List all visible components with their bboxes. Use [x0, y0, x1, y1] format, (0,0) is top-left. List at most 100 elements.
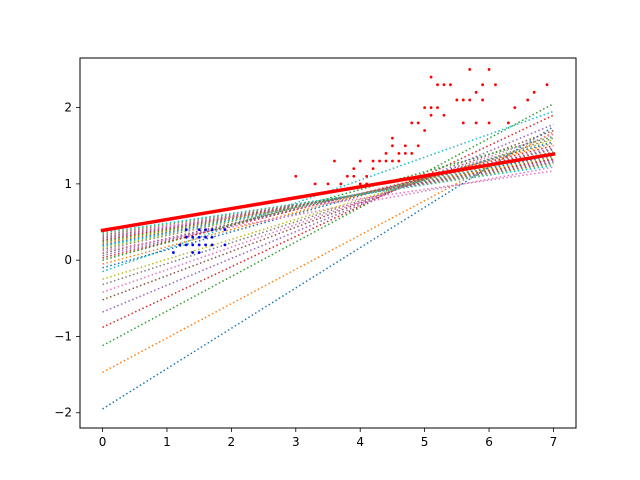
fit-line-19 — [102, 152, 554, 249]
scatter-point-s2-18 — [391, 159, 394, 163]
scatter-point-s2-41 — [461, 98, 465, 102]
scatter-point-s1-18 — [210, 228, 214, 232]
scatter-point-s2-31 — [429, 113, 433, 117]
scatter-point-s2-36 — [442, 113, 446, 117]
scatter-point-s2-54 — [532, 90, 536, 94]
y-tick-label-2: 0 — [64, 253, 72, 267]
scatter-point-s2-2 — [313, 182, 317, 186]
axes-background — [80, 58, 576, 428]
scatter-point-s2-37 — [442, 83, 446, 87]
scatter-point-s1-19 — [223, 243, 227, 247]
scatter-point-s1-6 — [191, 251, 195, 254]
scatter-point-s2-33 — [429, 75, 433, 79]
fit-line-20 — [102, 154, 554, 248]
y-tick-label-1: −1 — [54, 329, 72, 343]
fit-lines — [102, 103, 554, 410]
axes-frame — [79, 57, 577, 429]
plot-area — [79, 57, 577, 429]
fit-line-17 — [102, 166, 554, 252]
scatter-point-s1-9 — [197, 251, 201, 254]
scatter-point-s2-10 — [358, 159, 362, 163]
x-tick-label-5: 5 — [421, 435, 429, 449]
scatter-point-s2-49 — [487, 68, 491, 71]
scatter-point-s2-8 — [352, 167, 356, 171]
scatter-point-s2-48 — [487, 121, 491, 125]
scatter-point-s2-5 — [339, 182, 343, 186]
scatter-point-s2-35 — [436, 83, 439, 87]
scatter-point-s2-39 — [455, 98, 459, 102]
scatter-point-s2-7 — [352, 174, 356, 178]
fit-line-29 — [102, 164, 554, 235]
x-tick-label-4: 4 — [356, 435, 364, 449]
scatter-point-s2-44 — [474, 121, 478, 125]
scatter-point-s1-13 — [204, 243, 208, 247]
scatter-point-s2-28 — [416, 144, 420, 148]
scatter-point-s2-12 — [365, 174, 369, 178]
scatter-point-s2-3 — [326, 182, 330, 186]
best-fit-line — [100, 152, 556, 233]
scatter-point-s1-4 — [184, 235, 188, 239]
scatter-point-s2-47 — [481, 83, 484, 87]
scatter-point-s1-5 — [184, 228, 188, 232]
scatter-point-s1-2 — [178, 243, 182, 247]
scatter-point-s2-6 — [345, 174, 349, 178]
scatter-point-s2-13 — [371, 167, 375, 171]
best-line-layer — [100, 152, 556, 233]
fit-line-3 — [102, 103, 554, 347]
fit-line-14 — [102, 145, 554, 259]
scatter-point-s1-17 — [210, 235, 214, 239]
scatter-point-s2-23 — [403, 151, 407, 155]
scatter-point-s2-14 — [371, 159, 375, 163]
scatter-point-s2-17 — [384, 151, 388, 155]
scatter-point-s2-32 — [429, 106, 433, 109]
scatter-point-s2-29 — [423, 129, 427, 132]
scatter-point-s2-27 — [416, 121, 420, 125]
scatter-point-s1-11 — [197, 235, 201, 239]
scatter-point-s1-10 — [197, 243, 201, 247]
scatter-point-s2-26 — [410, 121, 414, 125]
scatter-point-s1-20 — [223, 228, 227, 232]
scatter-point-s2-11 — [365, 182, 369, 186]
scatter-point-s2-19 — [391, 144, 394, 148]
fit-line-5 — [102, 123, 554, 313]
y-axis: −2 −1 0 1 2 — [54, 101, 80, 420]
fit-line-6 — [102, 129, 554, 301]
x-tick-label-1: 1 — [163, 435, 171, 449]
scatter-point-s1-8 — [191, 235, 195, 239]
y-tick-label-4: 2 — [64, 101, 72, 115]
scatter-point-s2-16 — [384, 159, 388, 163]
scatter-point-s2-20 — [391, 136, 394, 140]
scatter-point-s2-15 — [378, 159, 381, 163]
scatter-point-s2-1 — [294, 174, 298, 178]
fit-line-1 — [102, 126, 554, 410]
fit-line-4 — [102, 114, 554, 328]
scatter-point-s1-12 — [197, 228, 201, 232]
scatter-point-s2-9 — [358, 182, 362, 186]
scatter-point-s1-3 — [184, 243, 188, 247]
fit-line-16 — [102, 148, 554, 255]
scatter-point-s1-16 — [210, 243, 214, 247]
x-tick-label-3: 3 — [292, 435, 300, 449]
fit-line-8 — [102, 137, 554, 286]
scatter-point-s2-24 — [403, 144, 407, 148]
scatter-point-s1-1 — [172, 251, 175, 254]
scatter-point-s1-14 — [204, 235, 208, 239]
scatter-point-s2-51 — [506, 121, 510, 125]
y-tick-label-3: 1 — [64, 177, 72, 191]
scatter-point-s2-30 — [423, 106, 427, 109]
scatter-point-s2-42 — [468, 98, 472, 102]
y-tick-label-0: −2 — [54, 406, 72, 420]
scatter-point-s1-15 — [204, 228, 208, 232]
scatter-point-s2-21 — [397, 159, 401, 163]
scatter-point-s2-4 — [333, 159, 336, 163]
x-tick-label-7: 7 — [550, 435, 558, 449]
scatter-point-s2-25 — [410, 151, 414, 155]
scatter-point-s2-40 — [461, 121, 465, 125]
scatter-point-s1-7 — [191, 243, 195, 247]
scatter-point-s2-34 — [436, 106, 439, 109]
fit-line-21 — [102, 154, 554, 246]
fit-line-12 — [102, 142, 554, 265]
x-tick-label-0: 0 — [99, 435, 107, 449]
x-axis: 0 1 2 3 4 5 6 7 — [99, 428, 558, 449]
